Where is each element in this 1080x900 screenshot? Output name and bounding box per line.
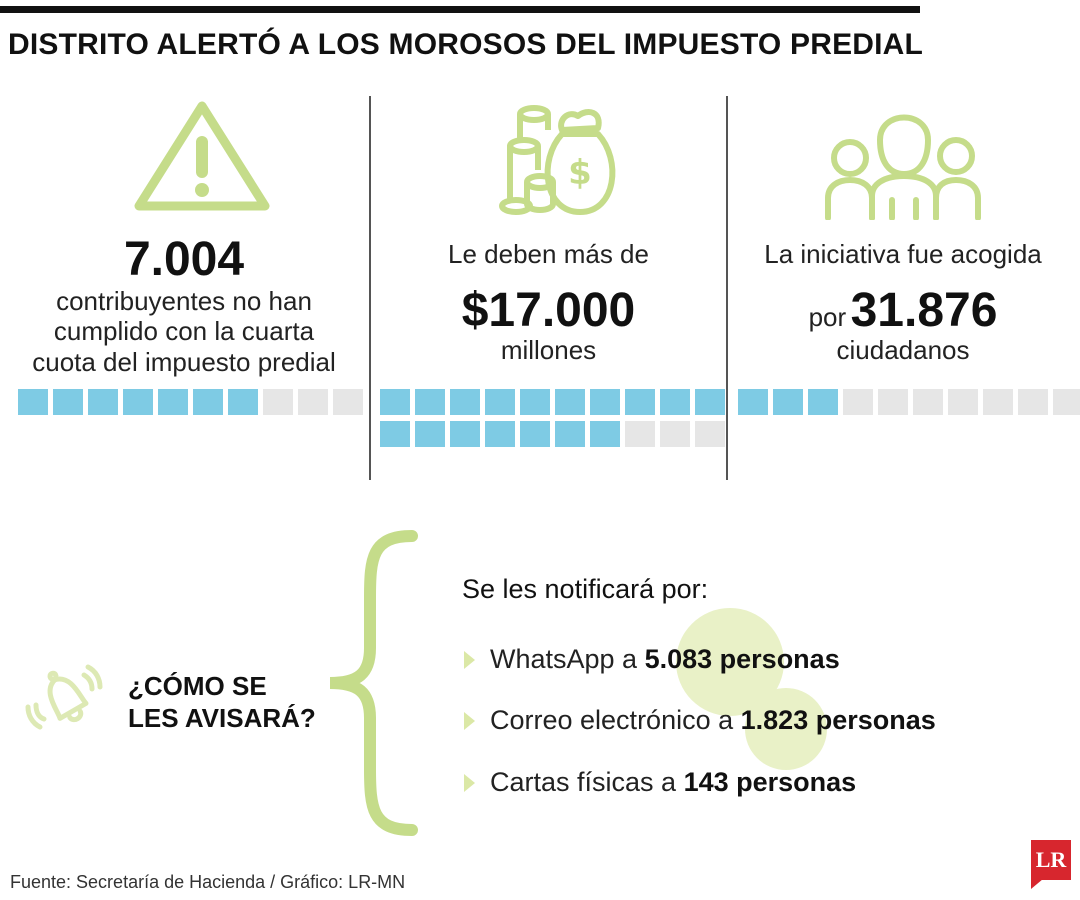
stat-number: 31.876	[850, 284, 998, 337]
triangle-bullet-icon	[464, 711, 475, 730]
column-divider	[369, 96, 371, 480]
notification-count: 1.823 personas	[740, 705, 936, 735]
howto-title: ¿CÓMO SE LES AVISARÁ?	[128, 670, 316, 734]
empty-square	[878, 389, 908, 415]
proportion-squares	[380, 389, 725, 447]
filled-square	[380, 421, 410, 447]
empty-square	[625, 421, 655, 447]
empty-square	[913, 389, 943, 415]
filled-square	[555, 389, 585, 415]
proportion-squares	[18, 389, 363, 415]
notification-text: WhatsApp a	[490, 644, 638, 674]
empty-square	[1018, 389, 1048, 415]
filled-square	[450, 389, 480, 415]
filled-square	[773, 389, 803, 415]
curly-brace-decoration	[329, 530, 418, 836]
warning-triangle-icon	[134, 101, 270, 211]
filled-square	[808, 389, 838, 415]
empty-square	[333, 389, 363, 415]
filled-square	[485, 421, 515, 447]
money-bag-coins-icon: $	[499, 105, 616, 215]
triangle-bullet-icon	[464, 773, 475, 792]
empty-square	[695, 421, 725, 447]
filled-square	[380, 389, 410, 415]
highlight-circle	[745, 688, 827, 770]
stat-number-prefix: por	[808, 302, 847, 332]
filled-square	[450, 421, 480, 447]
filled-square	[415, 389, 445, 415]
svg-text:$: $	[568, 153, 592, 193]
lr-logo: LR	[1031, 840, 1071, 880]
stat-suffix: millones	[500, 335, 597, 365]
notification-count: 5.083 personas	[644, 644, 840, 674]
proportion-squares	[738, 389, 1080, 415]
filled-square	[520, 389, 550, 415]
source-credit: Fuente: Secretaría de Hacienda / Gráfico…	[10, 872, 406, 892]
empty-square	[298, 389, 328, 415]
empty-square	[843, 389, 873, 415]
filled-square	[590, 389, 620, 415]
filled-square	[590, 421, 620, 447]
filled-square	[625, 389, 655, 415]
people-group-icon	[825, 114, 981, 220]
filled-square	[88, 389, 118, 415]
column-divider	[726, 96, 728, 480]
lr-logo-tail	[1031, 879, 1043, 889]
filled-square	[520, 421, 550, 447]
howto-title-line: LES AVISARÁ?	[128, 703, 316, 733]
stat-number-line: por 31.876	[728, 285, 1078, 337]
empty-square	[983, 389, 1013, 415]
stat-number: $17.000	[461, 284, 636, 337]
notification-count: 143 personas	[683, 767, 857, 797]
stat-text-line: cumplido con la cuarta	[53, 316, 315, 346]
stat-number: 7.004	[123, 233, 245, 286]
filled-square	[415, 421, 445, 447]
filled-square	[485, 389, 515, 415]
stat-text-line: cuota del impuesto predial	[32, 347, 336, 377]
page-title: DISTRITO ALERTÓ A LOS MOROSOS DEL IMPUES…	[8, 28, 924, 61]
notification-item: Correo electrónico a 1.823 personas	[464, 705, 936, 736]
ringing-bell-icon	[25, 664, 103, 730]
filled-square	[158, 389, 188, 415]
empty-square	[948, 389, 978, 415]
notification-item: WhatsApp a 5.083 personas	[464, 644, 840, 675]
empty-square	[263, 389, 293, 415]
filled-square	[738, 389, 768, 415]
notification-text: Correo electrónico a	[490, 705, 734, 735]
stat-suffix: ciudadanos	[836, 335, 970, 365]
notifications-heading: Se les notificará por:	[462, 574, 709, 604]
filled-square	[53, 389, 83, 415]
stat-prefix: La iniciativa fue acogida	[764, 239, 1042, 269]
filled-square	[555, 421, 585, 447]
notification-item: Cartas físicas a 143 personas	[464, 767, 856, 798]
empty-square	[1053, 389, 1080, 415]
stat-text-line: contribuyentes no han	[56, 286, 312, 316]
filled-square	[228, 389, 258, 415]
notification-text: Cartas físicas a	[490, 767, 677, 797]
filled-square	[660, 389, 690, 415]
filled-square	[695, 389, 725, 415]
filled-square	[193, 389, 223, 415]
triangle-bullet-icon	[464, 650, 475, 669]
howto-title-line: ¿CÓMO SE	[128, 671, 267, 701]
filled-square	[18, 389, 48, 415]
top-rule	[0, 6, 920, 13]
stat-prefix: Le deben más de	[448, 239, 649, 269]
filled-square	[123, 389, 153, 415]
empty-square	[660, 421, 690, 447]
